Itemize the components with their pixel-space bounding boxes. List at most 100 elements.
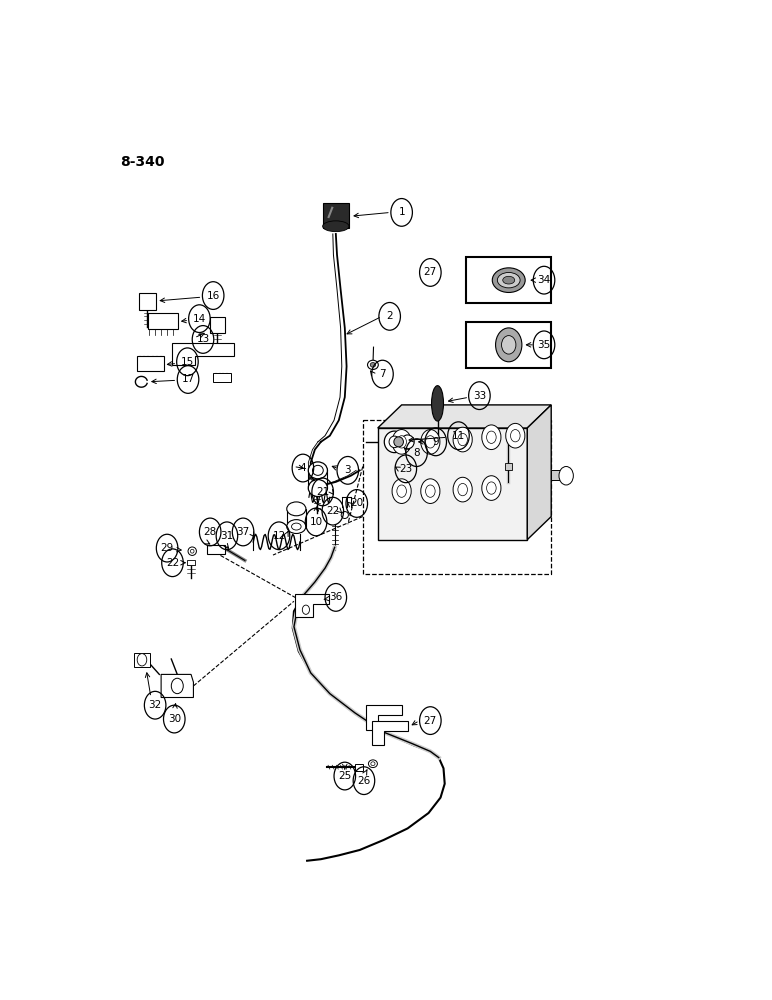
Text: 21: 21 — [316, 487, 330, 497]
Polygon shape — [372, 721, 408, 745]
Polygon shape — [286, 509, 306, 527]
Circle shape — [137, 654, 147, 666]
Polygon shape — [505, 463, 512, 470]
Circle shape — [453, 477, 472, 502]
Text: 3: 3 — [344, 465, 351, 475]
Circle shape — [425, 436, 435, 448]
Text: 8-340: 8-340 — [120, 155, 165, 169]
Text: 26: 26 — [357, 776, 371, 786]
Circle shape — [482, 425, 501, 450]
Circle shape — [397, 436, 406, 448]
Text: 9: 9 — [432, 437, 439, 447]
Polygon shape — [207, 545, 225, 554]
Text: 10: 10 — [310, 517, 323, 527]
Ellipse shape — [493, 268, 525, 292]
Circle shape — [559, 466, 574, 485]
Text: 16: 16 — [207, 291, 220, 301]
Text: 25: 25 — [338, 771, 351, 781]
Ellipse shape — [497, 272, 520, 288]
Circle shape — [392, 479, 411, 503]
Text: 34: 34 — [537, 275, 550, 285]
Circle shape — [506, 423, 525, 448]
Polygon shape — [161, 674, 194, 698]
Ellipse shape — [308, 462, 327, 479]
Circle shape — [482, 476, 501, 500]
Ellipse shape — [286, 520, 306, 533]
Ellipse shape — [286, 502, 306, 516]
Text: 32: 32 — [148, 700, 162, 710]
Text: 29: 29 — [161, 543, 174, 553]
Text: 35: 35 — [537, 340, 550, 350]
Ellipse shape — [368, 760, 378, 768]
Ellipse shape — [292, 523, 301, 530]
Text: 31: 31 — [220, 531, 234, 541]
Polygon shape — [188, 560, 195, 565]
Circle shape — [421, 430, 440, 454]
Text: 15: 15 — [181, 357, 194, 367]
Polygon shape — [295, 594, 329, 617]
Polygon shape — [139, 293, 156, 310]
Text: 1: 1 — [398, 207, 405, 217]
Ellipse shape — [389, 436, 400, 448]
Text: 33: 33 — [472, 391, 486, 401]
Polygon shape — [527, 405, 551, 540]
Polygon shape — [366, 705, 401, 730]
Circle shape — [486, 431, 496, 443]
Text: 27: 27 — [424, 716, 437, 726]
Polygon shape — [172, 343, 234, 365]
Ellipse shape — [432, 386, 443, 421]
Circle shape — [392, 430, 411, 454]
Ellipse shape — [188, 547, 196, 555]
Text: 37: 37 — [236, 527, 249, 537]
Text: 20: 20 — [350, 498, 364, 508]
Text: 27: 27 — [424, 267, 437, 277]
Ellipse shape — [503, 276, 515, 284]
Text: 4: 4 — [300, 463, 306, 473]
Ellipse shape — [323, 221, 349, 232]
Circle shape — [453, 427, 472, 452]
Ellipse shape — [308, 480, 327, 497]
Text: 8: 8 — [413, 448, 420, 458]
Ellipse shape — [191, 549, 194, 553]
Polygon shape — [134, 653, 151, 667]
Polygon shape — [355, 764, 363, 771]
Ellipse shape — [394, 437, 404, 447]
Ellipse shape — [371, 363, 376, 367]
Circle shape — [458, 433, 468, 446]
Circle shape — [510, 430, 520, 442]
Polygon shape — [378, 428, 527, 540]
Polygon shape — [323, 203, 349, 228]
Text: 28: 28 — [204, 527, 217, 537]
Text: 2: 2 — [386, 311, 393, 321]
Text: 22: 22 — [166, 558, 179, 568]
Polygon shape — [466, 322, 551, 368]
Polygon shape — [466, 257, 551, 303]
Circle shape — [303, 605, 310, 614]
Circle shape — [458, 483, 468, 496]
Text: 17: 17 — [181, 374, 195, 384]
Circle shape — [425, 485, 435, 497]
Ellipse shape — [371, 762, 375, 766]
Circle shape — [496, 328, 522, 362]
Ellipse shape — [313, 465, 323, 475]
Polygon shape — [209, 317, 225, 333]
Ellipse shape — [341, 512, 348, 518]
Circle shape — [421, 479, 440, 503]
Text: 12: 12 — [273, 531, 286, 541]
Polygon shape — [148, 313, 178, 329]
Text: 36: 36 — [329, 592, 343, 602]
Text: 7: 7 — [379, 369, 386, 379]
Text: 14: 14 — [193, 314, 206, 324]
Circle shape — [171, 678, 183, 694]
Polygon shape — [551, 470, 566, 480]
Ellipse shape — [384, 431, 405, 453]
Ellipse shape — [401, 435, 415, 449]
Text: 23: 23 — [399, 464, 412, 474]
Circle shape — [397, 485, 406, 497]
Polygon shape — [213, 373, 231, 382]
Polygon shape — [137, 356, 164, 371]
Text: 11: 11 — [452, 431, 465, 441]
Circle shape — [502, 336, 516, 354]
Circle shape — [486, 482, 496, 494]
Polygon shape — [378, 405, 551, 428]
